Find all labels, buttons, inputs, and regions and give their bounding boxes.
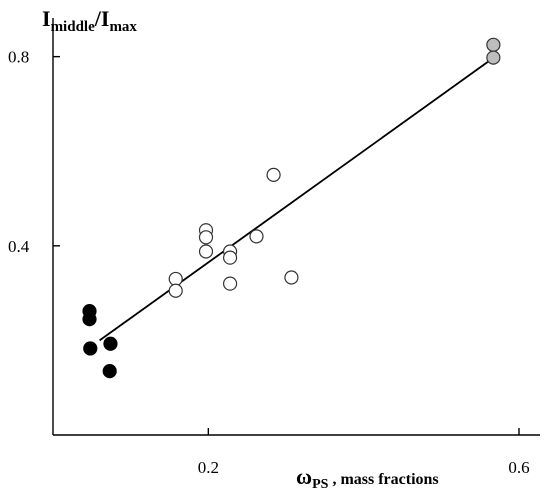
svg-text:ωPS , mass fractions: ωPS , mass fractions [296,464,439,492]
data-point-open-circle [284,270,299,285]
trendline [99,58,493,342]
data-point-filled-black [82,312,97,327]
data-points [82,37,501,379]
data-point-open-circle [168,271,183,287]
y-ticks: 0.4 0.8 [8,48,60,256]
x-axis-title: ωPS , mass fractions [296,464,439,492]
y-tick-label: 0.8 [8,48,29,67]
data-point-open-circle [198,244,214,259]
data-point-filled-black [103,336,118,351]
svg-text:Imiddle/Imax: Imiddle/Imax [42,6,137,35]
y-tick-label: 0.4 [8,237,30,256]
data-point-filled-black [83,341,98,356]
x-axis-title-rest: , mass fractions [328,471,438,488]
x-ticks: 0.2 0.6 [198,428,530,477]
data-point-open-circle [266,167,281,182]
x-axis-title-main: ω [296,464,312,489]
data-point-filled-black [102,364,117,379]
data-point-filled-gray [486,50,501,65]
y-axis-title: Imiddle/Imax [42,6,137,35]
data-point-open-circle [222,276,238,291]
data-point-filled-gray [486,37,501,52]
y-axis-title-sub2: max [109,19,137,35]
data-point-open-circle [249,229,264,244]
data-point-open-circle [222,250,238,265]
x-tick-label: 0.2 [198,458,219,477]
x-axis-title-sub: PS [312,477,329,492]
x-tick-label: 0.6 [508,458,529,477]
data-point-open-circle [168,283,183,298]
data-point-open-circle [198,230,214,245]
y-axis-title-sep: /I [94,6,110,31]
y-axis-title-main: I [42,6,51,31]
y-axis-title-sub1: middle [51,19,96,35]
